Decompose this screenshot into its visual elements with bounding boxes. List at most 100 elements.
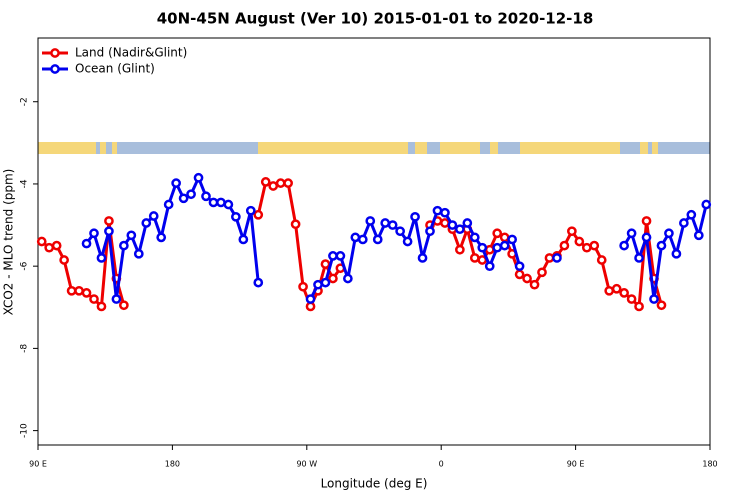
data-point [626, 228, 637, 239]
data-point [492, 242, 503, 253]
data-point [611, 283, 622, 294]
data-point [656, 240, 667, 251]
data-point [686, 209, 697, 220]
legend-label: Land (Nadir&Glint) [75, 46, 187, 60]
data-point [649, 294, 659, 304]
data-point [104, 216, 114, 226]
data-point [96, 253, 107, 263]
data-point [372, 234, 383, 245]
data-point [51, 240, 62, 251]
data-point [178, 193, 189, 204]
data-point [186, 189, 196, 200]
data-point [440, 207, 450, 218]
data-point [395, 226, 405, 237]
y-tick-label: -6 [20, 261, 30, 270]
data-point [469, 253, 480, 263]
data-point [163, 199, 174, 210]
data-point [544, 253, 555, 263]
data-point [581, 242, 592, 253]
data-point [626, 294, 637, 304]
data-point [619, 240, 629, 251]
y-tick-label: -2 [20, 97, 30, 106]
data-point [335, 251, 346, 261]
data-point [656, 300, 667, 311]
data-point [59, 255, 69, 265]
data-point [111, 294, 122, 304]
data-point [328, 251, 338, 261]
data-point [664, 228, 674, 239]
data-point [305, 301, 316, 312]
data-point [96, 301, 107, 312]
data-point [537, 267, 547, 278]
data-point [126, 230, 137, 241]
data-point [193, 172, 204, 183]
data-point [410, 211, 420, 222]
data-point [574, 236, 585, 247]
x-tick-label: 0 [439, 460, 444, 469]
data-point [268, 181, 279, 191]
data-point [148, 211, 159, 221]
data-point [522, 273, 532, 284]
data-point [328, 273, 338, 284]
data-point [567, 226, 577, 237]
data-point [619, 288, 629, 298]
x-tick-label: 90 E [29, 460, 47, 469]
data-point [469, 232, 480, 243]
data-point [343, 273, 353, 284]
data-point [44, 242, 55, 253]
chart-title: 40N-45N August (Ver 10) 2015-01-01 to 20… [157, 10, 594, 28]
data-point [357, 234, 368, 245]
data-point [253, 277, 264, 288]
x-tick-label: 180 [165, 460, 180, 469]
data-point [89, 294, 99, 304]
data-point [641, 232, 652, 243]
data-point [119, 240, 129, 251]
data-point [171, 178, 181, 188]
y-tick-label: -10 [20, 423, 30, 438]
data-point [387, 220, 398, 230]
data-point [74, 285, 84, 296]
data-point [81, 288, 92, 298]
data-point [201, 191, 211, 202]
data-point [260, 177, 271, 187]
data-point [462, 218, 473, 228]
data-point [104, 226, 114, 237]
data-point [350, 232, 361, 243]
data-point [133, 248, 144, 259]
data-point [484, 261, 495, 272]
x-tick-label: 180 [702, 460, 717, 469]
data-point [693, 230, 704, 241]
data-point [671, 248, 682, 259]
legend-marker [50, 48, 60, 58]
data-point [514, 269, 525, 280]
data-point [66, 285, 77, 296]
data-point [634, 301, 644, 312]
data-point [320, 277, 331, 288]
data-point [313, 279, 323, 290]
data-point [492, 228, 503, 239]
data-point [119, 300, 129, 311]
data-point [36, 236, 47, 247]
data-point [499, 240, 510, 251]
data-point [141, 218, 152, 228]
data-point [298, 281, 308, 292]
data-point [589, 240, 600, 251]
data-point [634, 253, 644, 263]
data-point [238, 234, 249, 245]
data-point [290, 219, 301, 230]
data-point [440, 218, 450, 228]
y-axis-label: XCO2 - MLO trend (ppm) [2, 169, 16, 316]
data-point [499, 232, 510, 243]
land-mask-strip [38, 142, 710, 154]
x-tick-label: 90 W [296, 460, 317, 469]
data-point [432, 205, 443, 216]
data-point [231, 211, 241, 222]
legend-label: Ocean (Glint) [75, 62, 155, 76]
data-point [552, 253, 562, 263]
data-point [283, 178, 293, 188]
data-point [380, 218, 391, 228]
data-point [216, 197, 226, 208]
data-point [305, 294, 316, 304]
data-point [156, 232, 167, 243]
